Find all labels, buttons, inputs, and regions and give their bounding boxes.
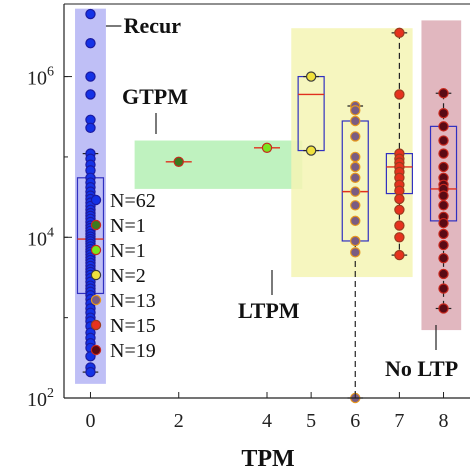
legend-marker-0 <box>90 194 102 206</box>
legend-marker-2 <box>90 244 102 256</box>
point-tpm-8-12 <box>438 217 449 229</box>
legend-label-3: N=2 <box>110 265 146 287</box>
x-tick-label-4: 4 <box>262 410 272 432</box>
legend-label-0: N=62 <box>110 190 156 212</box>
x-tick-label-6: 6 <box>350 410 360 432</box>
point-tpm-2-0 <box>173 156 184 167</box>
point-tpm-7-11 <box>394 204 405 215</box>
legend-marker-3 <box>90 269 102 281</box>
point-tpm-6-4 <box>350 151 361 163</box>
point-tpm-7-10 <box>394 193 405 205</box>
legend: N=62 N=1 N=1 N=2 N=13 N=15 N=19 <box>90 190 156 362</box>
annotations: Recur GTPM LTPM No LTP <box>105 13 458 381</box>
point-tpm-6-6 <box>350 172 361 183</box>
point-tpm-6-1 <box>350 105 361 116</box>
point-tpm-0-1 <box>85 38 96 49</box>
point-tpm-8-3 <box>438 135 449 146</box>
axes: 0 2 4 5 6 7 8 102 104 106 <box>27 3 470 432</box>
point-tpm-8-15 <box>438 252 449 264</box>
point-tpm-7-0 <box>394 27 405 39</box>
legend-label-4: N=13 <box>110 290 156 312</box>
x-tick-label-7: 7 <box>394 410 404 432</box>
point-tpm-8-4 <box>438 148 449 159</box>
annotation-no-ltp: No LTP <box>385 356 458 381</box>
point-tpm-7-12 <box>394 220 405 231</box>
y-tick-label-10000: 104 <box>27 225 54 250</box>
point-tpm-8-1 <box>438 108 449 119</box>
point-tpm-7-1 <box>394 89 405 100</box>
point-tpm-8-2 <box>438 121 449 132</box>
x-axis-title: TPM <box>241 446 294 472</box>
x-tick-label-8: 8 <box>439 410 449 432</box>
legend-label-6: N=19 <box>110 340 156 362</box>
point-tpm-8-17 <box>438 283 449 294</box>
x-tick-label-2: 2 <box>174 410 184 432</box>
point-tpm-0-0 <box>85 8 96 20</box>
point-tpm-6-8 <box>350 200 361 211</box>
x-tick-label-0: 0 <box>85 410 95 432</box>
legend-marker-4 <box>90 294 102 306</box>
point-tpm-6-11 <box>350 247 361 258</box>
point-tpm-7-13 <box>394 232 405 243</box>
point-tpm-7-14 <box>394 249 405 261</box>
point-tpm-8-9 <box>438 190 449 201</box>
point-tpm-8-18 <box>438 303 449 314</box>
point-tpm-0-61 <box>85 366 96 378</box>
point-tpm-8-14 <box>438 239 449 251</box>
legend-marker-6 <box>90 344 102 356</box>
point-tpm-0-3 <box>85 89 96 100</box>
point-tpm-0-2 <box>85 71 96 82</box>
point-tpm-4-0 <box>261 142 273 153</box>
annotation-recur: Recur <box>124 13 182 38</box>
legend-label-1: N=1 <box>110 215 146 237</box>
point-tpm-5-1 <box>305 145 317 156</box>
point-tpm-0-5 <box>85 122 96 134</box>
legend-marker-1 <box>90 219 102 231</box>
data-points <box>85 8 449 404</box>
point-tpm-8-10 <box>438 200 449 211</box>
legend-label-5: N=15 <box>110 315 156 337</box>
region-gtpm <box>134 140 303 189</box>
annotation-ltpm: LTPM <box>238 298 300 323</box>
y-tick-label-100: 102 <box>27 386 54 411</box>
point-tpm-8-0 <box>438 88 449 99</box>
point-tpm-8-16 <box>438 268 449 280</box>
point-tpm-6-2 <box>350 115 361 127</box>
x-tick-label-5: 5 <box>306 410 316 432</box>
point-tpm-6-5 <box>350 161 361 173</box>
point-tpm-6-7 <box>350 186 361 197</box>
annotation-gtpm: GTPM <box>122 84 188 109</box>
point-tpm-8-5 <box>438 161 449 173</box>
point-tpm-6-3 <box>350 131 361 142</box>
legend-label-2: N=1 <box>110 240 146 262</box>
point-tpm-6-10 <box>350 235 361 247</box>
point-tpm-6-9 <box>350 215 361 227</box>
point-tpm-5-0 <box>305 71 317 82</box>
y-tick-label-1000000: 106 <box>27 65 54 90</box>
legend-marker-5 <box>90 319 102 331</box>
point-tpm-8-13 <box>438 228 449 240</box>
